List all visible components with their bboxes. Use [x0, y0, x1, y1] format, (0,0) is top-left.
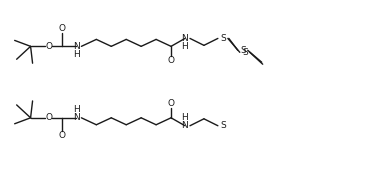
Text: N: N — [182, 34, 188, 43]
Text: N: N — [182, 121, 188, 130]
Text: H: H — [182, 42, 188, 51]
Text: O: O — [59, 24, 66, 33]
Text: O: O — [45, 113, 52, 122]
Text: H: H — [182, 113, 188, 122]
Text: H: H — [73, 50, 80, 59]
Text: S: S — [220, 121, 226, 130]
Text: S: S — [220, 34, 226, 43]
Text: O: O — [59, 131, 66, 140]
Text: N: N — [73, 42, 80, 51]
Text: O: O — [168, 56, 175, 65]
Text: O: O — [45, 42, 52, 51]
Text: N: N — [73, 113, 80, 122]
Text: S: S — [240, 46, 246, 55]
Text: O: O — [168, 99, 175, 108]
Text: H: H — [73, 105, 80, 114]
Text: S: S — [242, 48, 248, 57]
